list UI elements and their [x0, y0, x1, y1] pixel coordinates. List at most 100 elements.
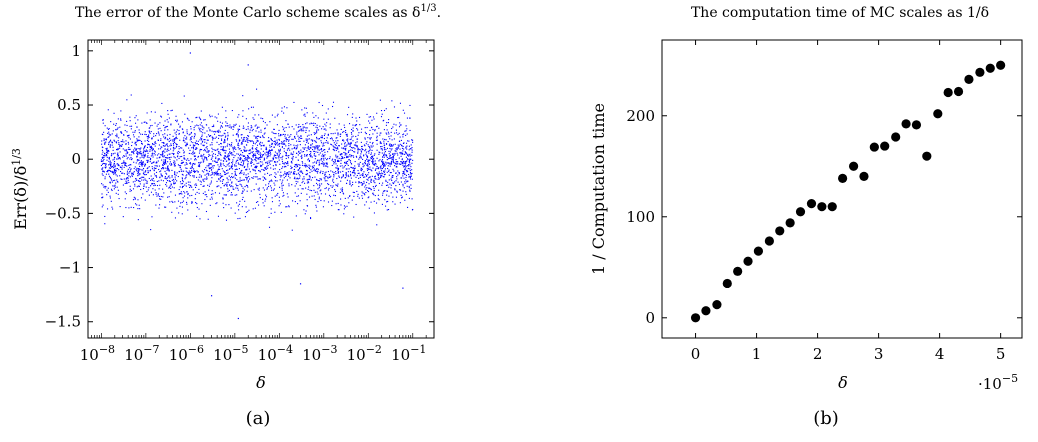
panel-a-point: [288, 140, 290, 142]
panel-a-point: [278, 154, 280, 156]
panel-a-point: [164, 120, 166, 122]
panel-a-point: [317, 193, 319, 195]
panel-a-point: [209, 114, 211, 116]
panel-a-point: [378, 177, 380, 179]
panel-a-point: [362, 183, 364, 185]
panel-a-point: [199, 174, 201, 176]
panel-a-point: [237, 116, 239, 118]
panel-a-point: [190, 153, 192, 155]
panel-a-point: [239, 172, 242, 174]
panel-a-point: [102, 174, 104, 176]
panel-a-point: [329, 123, 331, 125]
panel-a-point: [145, 170, 147, 172]
panel-a-point: [395, 148, 397, 150]
panel-a-point: [283, 162, 285, 164]
panel-a-point: [393, 170, 395, 172]
panel-b-point: [953, 86, 964, 97]
panel-a-point: [347, 174, 349, 176]
panel-a-point: [382, 162, 384, 164]
panel-a-point: [121, 168, 123, 170]
panel-a-point: [203, 119, 205, 121]
panel-a-point: [237, 218, 239, 220]
panel-a-point: [385, 108, 387, 110]
panel-a-point: [241, 142, 243, 144]
panel-a-point: [125, 149, 128, 151]
panel-b-point: [701, 306, 711, 316]
panel-a-point: [300, 128, 302, 130]
panel-a-point: [108, 169, 110, 171]
panel-a-point: [170, 143, 172, 145]
panel-a-point: [273, 188, 275, 190]
panel-a-point: [256, 157, 258, 159]
panel-a-point: [132, 181, 134, 183]
panel-a-point: [332, 161, 334, 163]
panel-a-point: [381, 172, 383, 174]
panel-a-point: [131, 172, 133, 174]
panel-a-point: [251, 152, 253, 154]
panel-a-point: [285, 173, 287, 175]
panel-a-point: [409, 104, 411, 106]
panel-b-point: [996, 60, 1006, 70]
panel-a-point: [403, 161, 405, 163]
panel-a-point: [308, 159, 311, 162]
panel-a-point: [134, 131, 136, 133]
panel-a-point: [228, 148, 230, 150]
panel-a-point: [376, 137, 378, 139]
panel-a-point: [141, 133, 144, 135]
panel-a-point: [139, 165, 141, 168]
panel-a-point: [294, 185, 296, 187]
panel-a-point: [246, 144, 248, 146]
panel-a-point: [147, 155, 149, 157]
panel-a-point: [154, 175, 156, 177]
panel-a-point: [220, 149, 222, 151]
panel-a-point: [295, 147, 298, 149]
panel-a-point: [142, 169, 144, 171]
panel-a-point: [241, 169, 243, 172]
panel-a-point: [206, 142, 208, 144]
panel-a-point: [142, 161, 144, 163]
panel-a-point: [277, 153, 279, 155]
panel-a-point: [368, 152, 370, 154]
panel-a-point: [204, 198, 206, 201]
panel-a-point: [234, 170, 236, 173]
panel-a-point: [111, 172, 113, 174]
panel-a-point: [397, 146, 399, 148]
panel-a-point: [307, 145, 309, 147]
panel-a-point: [116, 154, 119, 156]
panel-a-point: [363, 155, 365, 157]
panel-a-point: [403, 148, 405, 150]
panel-a-point: [166, 134, 168, 136]
panel-a-point: [118, 143, 120, 145]
panel-a-point: [284, 162, 286, 164]
panel-a-point: [369, 141, 371, 143]
panel-b-y-axis-label: 1 / Computation time: [589, 103, 608, 275]
panel-a-point: [410, 144, 412, 146]
panel-a-point: [114, 156, 116, 158]
panel-a-point: [271, 197, 273, 199]
panel-a-point: [137, 175, 139, 177]
panel-a-point: [252, 154, 255, 156]
panel-a-point: [311, 177, 314, 179]
panel-a-point: [177, 150, 179, 153]
panel-a-point: [298, 164, 300, 166]
panel-a-point: [260, 145, 263, 147]
panel-a-point: [259, 143, 261, 146]
panel-a-point: [139, 183, 141, 185]
panel-a-point: [316, 146, 318, 148]
panel-a-point: [226, 184, 228, 186]
panel-a-point: [346, 134, 348, 136]
panel-a-point: [305, 123, 307, 125]
panel-a-point: [145, 134, 147, 136]
panel-a-point: [337, 172, 339, 174]
panel-a-point: [175, 115, 177, 117]
panel-a-point: [263, 133, 265, 135]
panel-a-point: [160, 115, 162, 117]
panel-a-point: [399, 202, 401, 204]
panel-a-point: [142, 151, 145, 153]
panel-a-point: [314, 170, 316, 172]
panel-a-point: [334, 158, 336, 161]
panel-a-point: [284, 140, 286, 142]
panel-a-point: [340, 180, 342, 182]
panel-a-point: [216, 170, 218, 172]
panel-a-point: [109, 170, 111, 172]
